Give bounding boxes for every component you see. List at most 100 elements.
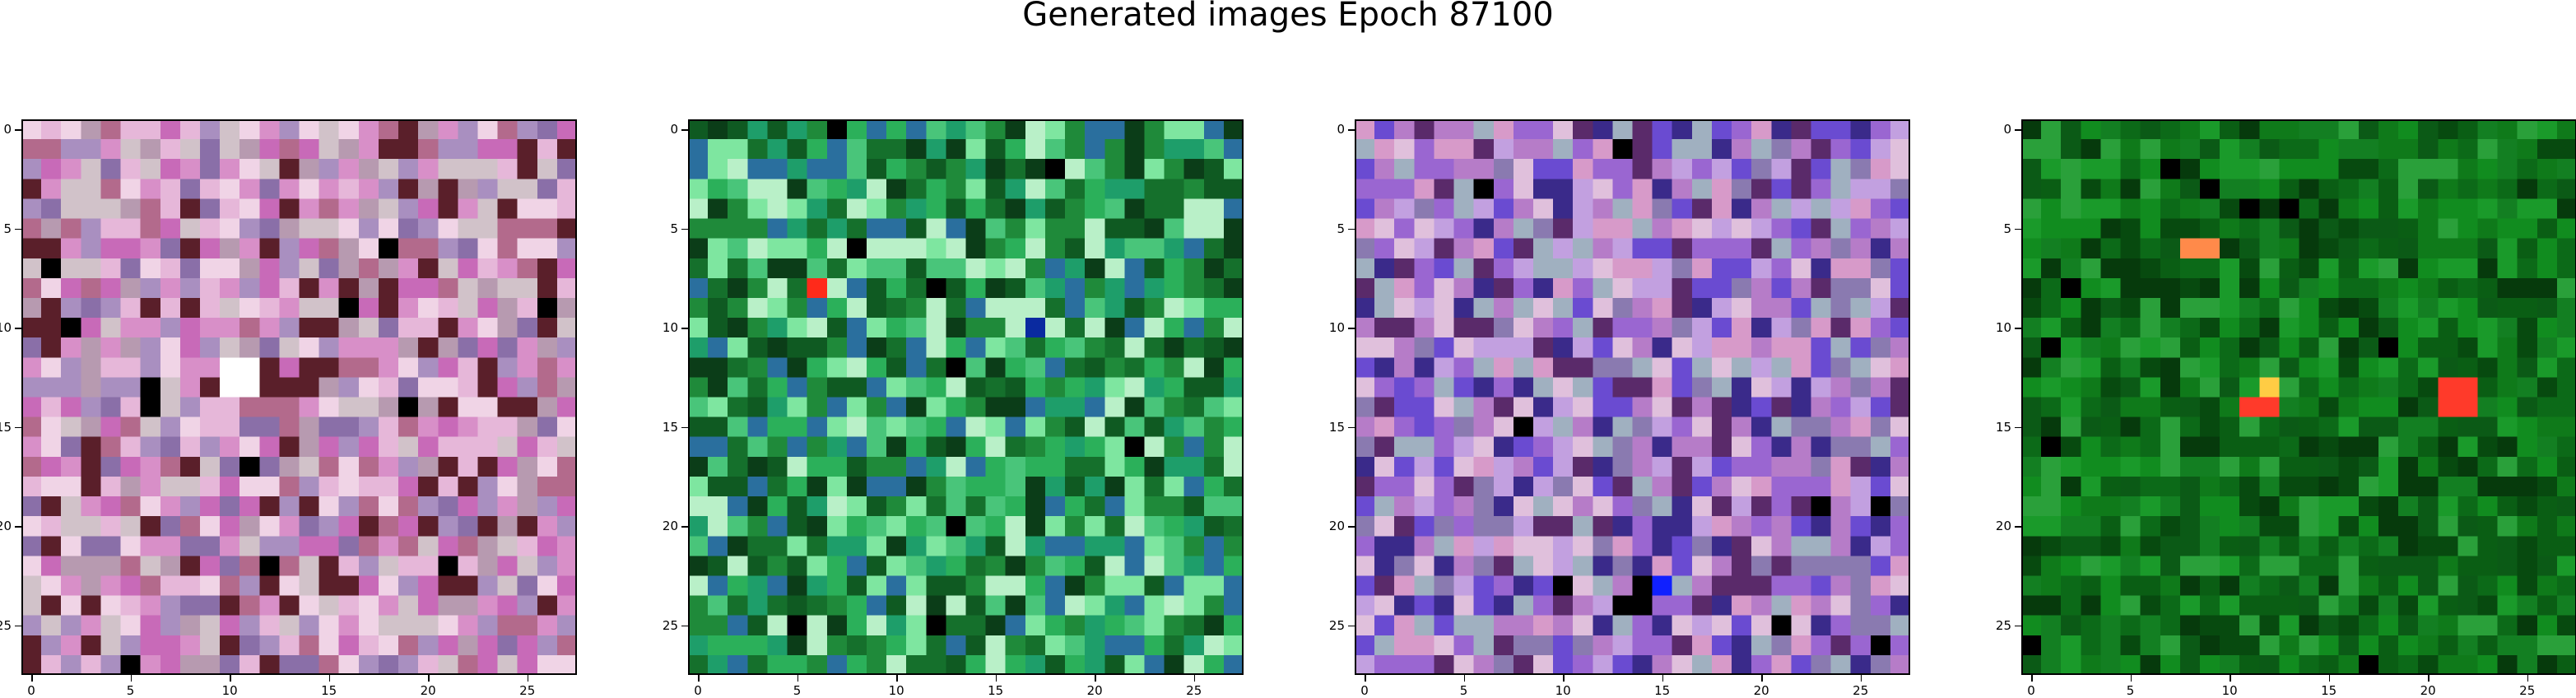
x-tick-label: 0 [1360,683,1369,698]
y-tick-mark [15,426,21,429]
x-tick-label: 20 [1086,683,1103,698]
x-tick-label: 0 [694,683,702,698]
y-tick-mark [2015,129,2021,131]
x-tick-mark [130,675,133,682]
x-tick-mark [2328,675,2331,682]
y-tick-label: 20 [662,519,678,534]
y-tick-label: 5 [2003,221,2011,236]
x-tick-mark [797,675,799,682]
pixel-grid-3 [1355,119,1910,675]
y-tick-label: 20 [1328,519,1345,534]
y-tick-mark [681,129,688,131]
generated-image-panel-2: 0 0 5 5 10 10 15 15 20 20 25 25 [663,119,1244,698]
y-tick-mark [1348,625,1355,627]
y-tick-label: 10 [0,320,12,336]
x-tick-label: 10 [2221,683,2238,698]
y-tick-label: 10 [1995,320,2011,336]
y-tick-mark [1348,426,1355,429]
x-tick-label: 10 [1555,683,1571,698]
x-tick-label: 5 [2126,683,2135,698]
x-tick-mark [1563,675,1565,682]
y-tick-mark [681,526,688,528]
x-tick-label: 15 [988,683,1004,698]
y-tick-label: 25 [1995,617,2011,633]
y-tick-label: 0 [670,122,678,137]
x-tick-mark [1662,675,1664,682]
y-tick-label: 10 [1328,320,1345,336]
x-tick-mark [2031,675,2033,682]
y-tick-label: 25 [0,617,12,633]
y-tick-label: 25 [1328,617,1345,633]
y-tick-mark [681,328,688,329]
y-tick-mark [1348,526,1355,528]
x-tick-label: 25 [1186,683,1202,698]
x-tick-label: 0 [27,683,35,698]
x-tick-mark [230,675,231,682]
y-tick-label: 25 [662,617,678,633]
y-tick-mark [681,625,688,627]
y-tick-mark [2015,625,2021,627]
x-tick-label: 25 [1853,683,1869,698]
y-tick-mark [2015,228,2021,230]
y-tick-mark [15,328,21,329]
y-tick-label: 0 [1337,122,1345,137]
y-tick-label: 20 [1995,519,2011,534]
y-tick-mark [15,625,21,627]
y-tick-mark [2015,426,2021,429]
x-tick-mark [527,675,529,682]
x-tick-label: 5 [126,683,135,698]
y-tick-label: 15 [662,419,678,435]
x-tick-mark [2130,675,2132,682]
x-tick-mark [1463,675,1466,682]
x-tick-label: 25 [2519,683,2536,698]
y-tick-mark [15,228,21,230]
pixel-grid-2 [688,119,1244,675]
y-tick-label: 15 [1995,419,2011,435]
x-tick-mark [1365,675,1366,682]
x-tick-mark [2428,675,2430,682]
x-tick-mark [31,675,33,682]
y-tick-mark [681,228,688,230]
x-tick-label: 20 [420,683,436,698]
figure-title: Generated images Epoch 87100 [1022,0,1554,34]
x-tick-label: 10 [888,683,904,698]
x-tick-mark [1761,675,1763,682]
y-tick-label: 0 [3,122,12,137]
y-tick-mark [15,129,21,131]
x-tick-mark [2230,675,2231,682]
y-tick-mark [2015,328,2021,329]
x-tick-mark [328,675,331,682]
pixel-grid-4 [2021,119,2576,675]
y-tick-mark [1348,328,1355,329]
x-tick-label: 25 [519,683,536,698]
x-tick-mark [995,675,997,682]
x-tick-mark [1860,675,1862,682]
x-tick-label: 10 [221,683,238,698]
generated-image-panel-4: 0 0 5 5 10 10 15 15 20 20 25 25 [1996,119,2576,698]
generated-image-panel-3: 0 0 5 5 10 10 15 15 20 20 25 25 [1329,119,1910,698]
x-tick-label: 20 [2420,683,2436,698]
x-tick-label: 5 [1459,683,1468,698]
y-tick-mark [2015,526,2021,528]
y-tick-label: 10 [662,320,678,336]
x-tick-mark [1193,675,1196,682]
y-tick-mark [15,526,21,528]
y-tick-mark [1348,228,1355,230]
y-tick-label: 5 [1337,221,1345,236]
x-tick-label: 5 [793,683,802,698]
y-tick-label: 5 [3,221,12,236]
x-tick-mark [428,675,430,682]
x-tick-label: 15 [2321,683,2337,698]
x-tick-label: 0 [2027,683,2035,698]
y-tick-mark [1348,129,1355,131]
y-tick-label: 0 [2003,122,2011,137]
generated-image-panel-1: 0 0 5 5 10 10 15 15 20 20 25 25 [0,119,577,698]
x-tick-label: 15 [1654,683,1671,698]
x-tick-mark [896,675,898,682]
pixel-grid-1 [21,119,577,675]
x-tick-label: 15 [321,683,337,698]
y-tick-mark [681,426,688,429]
y-tick-label: 20 [0,519,12,534]
x-tick-mark [698,675,700,682]
x-tick-label: 20 [1753,683,1769,698]
